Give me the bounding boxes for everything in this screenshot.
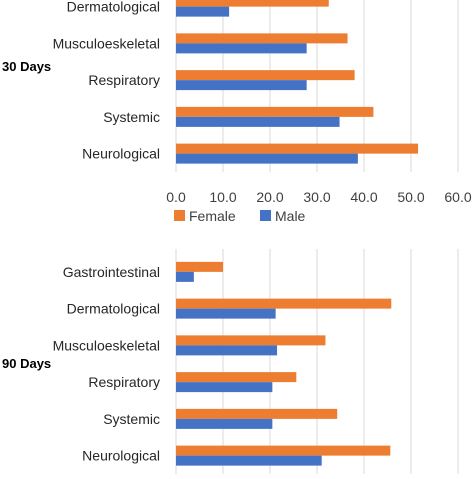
bar-2-dermatological-male (176, 308, 276, 319)
legend-swatch-female (174, 210, 185, 221)
x-tick-label-1-5: 50.0 (397, 189, 424, 205)
bar-2-gastrointestinal-female (176, 261, 223, 272)
category-label-1-systemic: Systemic (103, 109, 160, 125)
category-label-2-systemic: Systemic (103, 411, 160, 427)
category-label-2-gastrointestinal: Gastrointestinal (63, 264, 160, 280)
bar-1-musculoeskeletal-male (176, 43, 307, 54)
x-tick-label-1-0: 0.0 (166, 189, 186, 205)
bar-2-gastrointestinal-male (176, 271, 194, 282)
category-label-2-neurological: Neurological (82, 448, 160, 464)
bar-2-systemic-male (176, 418, 273, 429)
bar-1-neurological-male (176, 153, 358, 164)
legend-swatch-male (260, 210, 271, 221)
bar-2-respiratory-male (176, 382, 273, 393)
category-label-1-respiratory: Respiratory (88, 72, 160, 88)
legend-label-female: Female (189, 208, 236, 224)
x-tick-label-1-4: 40.0 (350, 189, 377, 205)
x-tick-label-1-3: 30.0 (303, 189, 330, 205)
group-label-1: 30 Days (2, 59, 51, 74)
group-label-2: 90 Days (2, 356, 51, 371)
bar-1-dermatological-male (176, 6, 230, 17)
x-tick-label-1-1: 10.0 (209, 189, 236, 205)
category-label-2-respiratory: Respiratory (88, 374, 160, 390)
category-label-2-dermatological: Dermatological (67, 301, 160, 317)
legend-label-male: Male (275, 208, 306, 224)
category-label-1-neurological: Neurological (82, 146, 160, 162)
bar-2-neurological-male (176, 455, 322, 466)
bar-2-respiratory-female (176, 372, 297, 383)
bar-2-musculoeskeletal-male (176, 345, 278, 356)
bar-2-neurological-female (176, 445, 391, 456)
bar-1-neurological-female (176, 143, 419, 154)
bar-1-dermatological-female (176, 0, 329, 7)
bar-1-systemic-male (176, 116, 340, 127)
bar-2-systemic-female (176, 408, 338, 419)
category-label-1-musculoeskeletal: Musculoeskeletal (53, 35, 160, 51)
category-label-1-dermatological: Dermatological (67, 0, 160, 15)
bar-1-respiratory-female (176, 70, 355, 81)
bar-1-respiratory-male (176, 80, 307, 91)
category-label-2-musculoeskeletal: Musculoeskeletal (53, 337, 160, 353)
x-tick-label-1-6: 60.0 (444, 189, 471, 205)
bar-2-dermatological-female (176, 298, 392, 309)
bar-1-systemic-female (176, 106, 374, 117)
bar-2-musculoeskeletal-female (176, 335, 326, 346)
x-tick-label-1-2: 20.0 (256, 189, 283, 205)
bar-1-musculoeskeletal-female (176, 33, 348, 44)
